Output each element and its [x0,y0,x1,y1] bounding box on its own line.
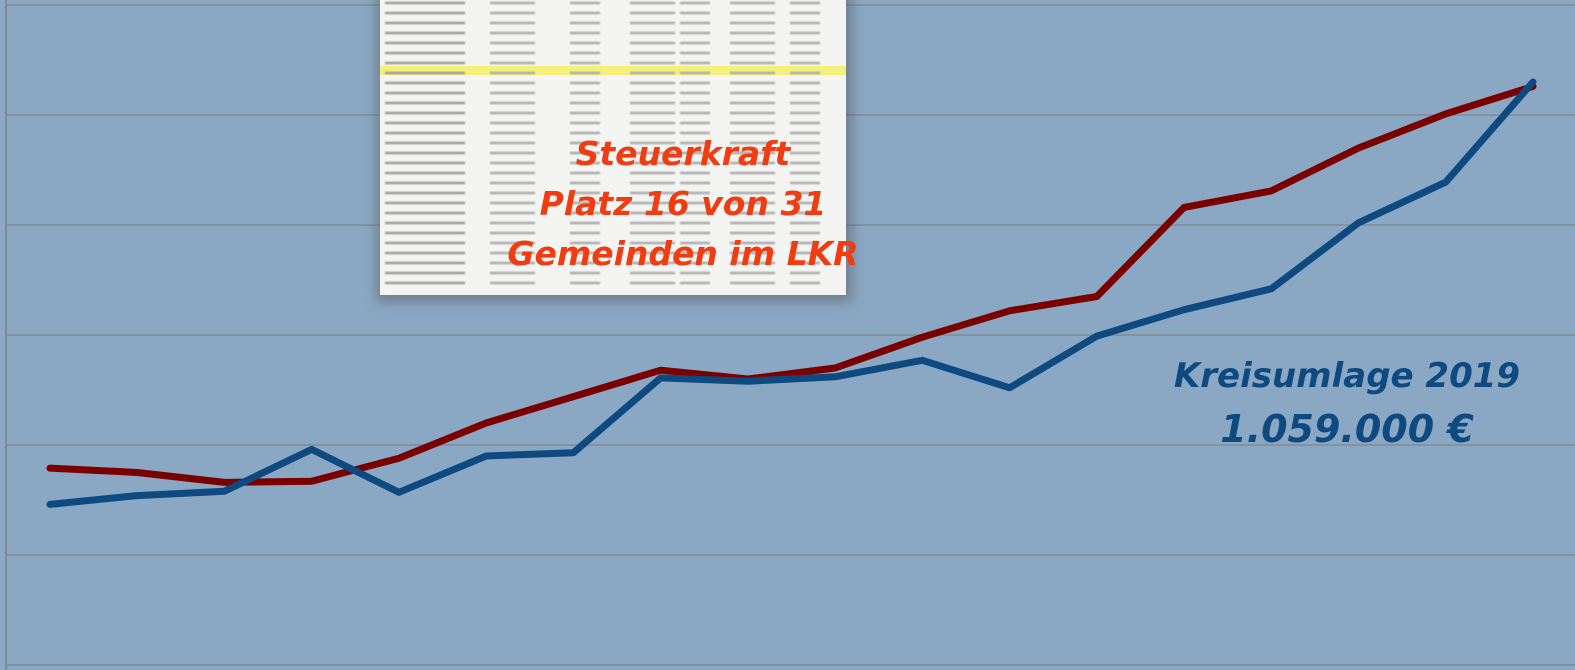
lines [46,78,1537,508]
annotation: Steuerkraft [576,134,792,173]
series-line [46,78,1537,508]
table-rows [385,1,820,285]
table-image [376,0,852,302]
annotation: Platz 16 von 31 [540,184,827,223]
highlight-row [380,66,846,75]
annotation: Gemeinden im LKR [507,234,858,273]
series-line [46,82,1537,486]
annotation: 1.059.000 € [1220,407,1474,451]
annotation: Kreisumlage 2019 [1174,356,1520,396]
image-paper [380,0,846,295]
